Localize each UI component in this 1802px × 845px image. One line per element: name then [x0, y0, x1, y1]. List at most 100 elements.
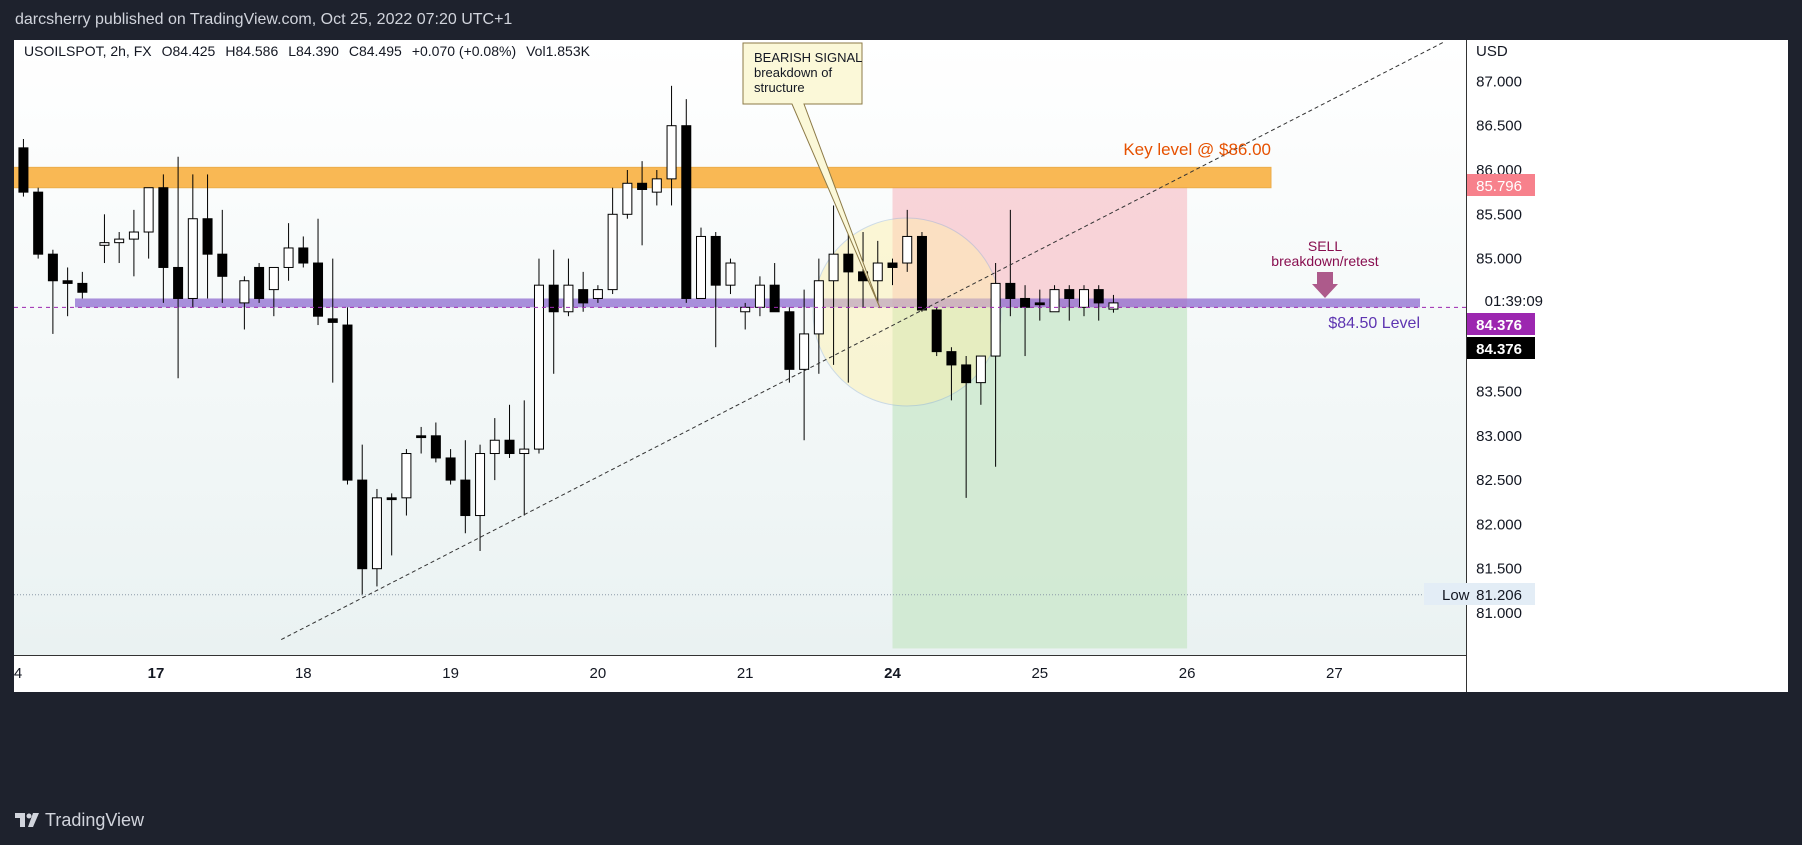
candle-body	[637, 182, 648, 190]
price-tick-label: 83.000	[1476, 428, 1522, 445]
low-price-text: 81.206	[1476, 587, 1522, 604]
candle-body	[239, 280, 250, 304]
candle-body	[357, 479, 368, 570]
candle	[533, 258, 544, 454]
price-tick-label: 86.500	[1476, 118, 1522, 135]
last-price-text: 84.376	[1476, 341, 1522, 358]
candle	[239, 276, 250, 330]
candle	[622, 170, 633, 219]
candle-body	[460, 479, 471, 517]
candlestick-chart[interactable]: 4 17 18 19 20 21 24 25 26 27 87.00086.50086.00085…	[3, 40, 1788, 795]
candle-body	[47, 253, 58, 282]
candle	[1064, 285, 1075, 321]
candle-body	[769, 284, 780, 313]
candle-body	[961, 364, 972, 384]
candle	[158, 174, 169, 303]
candle-body	[563, 284, 574, 313]
candle-body	[916, 235, 927, 311]
candle-body	[592, 289, 603, 299]
candle-body	[578, 289, 589, 304]
candle	[283, 223, 294, 281]
candle-body	[1093, 289, 1104, 304]
stop-price-text: 85.796	[1476, 178, 1522, 195]
time-axis: 4 17 18 19 20 21 24 25 26 27	[14, 665, 1343, 682]
candle-body	[740, 306, 751, 313]
low-tag	[1424, 583, 1535, 605]
candle	[268, 266, 279, 317]
candle-body	[342, 324, 353, 481]
plot-background	[14, 40, 1466, 655]
zones-layer	[11, 166, 1420, 649]
candle-body	[548, 284, 559, 313]
candle-body	[401, 453, 412, 499]
candle	[578, 271, 589, 312]
overlays-layer	[14, 41, 1466, 641]
candle-body	[710, 235, 721, 286]
candle-body	[1020, 297, 1031, 308]
ohlc-legend: USOILSPOT, 2h, FX O84.425 H84.586 L84.390 C8…	[24, 43, 591, 59]
candle	[445, 449, 456, 485]
tradingview-logo[interactable]: TradingView	[15, 809, 144, 831]
candle	[371, 488, 382, 587]
candle-body	[946, 351, 957, 366]
candle-body	[975, 355, 986, 384]
candle	[128, 209, 139, 277]
candle	[217, 209, 228, 303]
candle-body	[872, 262, 883, 282]
candle	[386, 493, 397, 556]
price-tick-label: 83.500	[1476, 384, 1522, 401]
candle	[519, 400, 530, 516]
candle	[651, 170, 662, 206]
price-tick-label: 85.000	[1476, 251, 1522, 268]
callout-line-1: BEARISH SIGNAL	[754, 50, 862, 65]
candle-body	[18, 147, 29, 193]
candle	[254, 263, 265, 303]
candle	[592, 285, 603, 303]
candle-body	[681, 125, 692, 299]
candle-body	[607, 213, 618, 291]
candle	[47, 249, 58, 334]
candle	[784, 307, 795, 383]
sell-arrow-icon	[1312, 272, 1338, 298]
candle-body	[990, 282, 1001, 357]
candle	[342, 307, 353, 485]
legend-item: H84.586	[225, 43, 278, 59]
low-label-text: Low	[1442, 587, 1470, 604]
candle	[887, 258, 898, 286]
candle	[202, 174, 213, 299]
candle-body	[114, 238, 125, 244]
candle	[990, 263, 1001, 467]
candle-body	[298, 247, 309, 264]
candle-body	[430, 435, 441, 459]
candle-body	[254, 266, 265, 299]
legend-item: O84.425	[162, 43, 216, 59]
candle	[681, 99, 692, 303]
candle	[931, 307, 942, 357]
countdown-tag	[1467, 289, 1547, 311]
frame-footer	[14, 692, 1788, 795]
currency-label: USD	[1476, 43, 1508, 60]
entry-price-tag	[1467, 313, 1535, 335]
price-tags: 85.796 01:39:09 84.376 84.376 Low 81.206	[1424, 174, 1547, 605]
candle	[725, 258, 736, 295]
candle-body	[799, 333, 810, 370]
candle	[946, 347, 957, 401]
price-tick-label: 81.500	[1476, 561, 1522, 578]
candle	[769, 263, 780, 313]
candle	[173, 156, 184, 379]
candle	[1093, 285, 1104, 321]
candle-body	[327, 318, 338, 323]
time-tick-label: 20	[590, 665, 607, 682]
candle	[666, 85, 677, 206]
candle	[637, 161, 648, 246]
chart-frame[interactable]: 4 17 18 19 20 21 24 25 26 27 87.000 86.500 86.000 85…	[3, 40, 1788, 795]
candle	[99, 214, 110, 264]
candle-body	[902, 235, 913, 264]
price-tick-label: 82.000	[1476, 516, 1522, 533]
candle	[475, 444, 486, 551]
candle-body	[1034, 302, 1045, 306]
footer-bar: TradingView	[0, 795, 1802, 845]
callout-box: BEARISH SIGNAL breakdown of structure	[742, 42, 881, 309]
key-level-label: Key level @ $86.00	[1123, 140, 1271, 159]
candle	[504, 404, 515, 458]
